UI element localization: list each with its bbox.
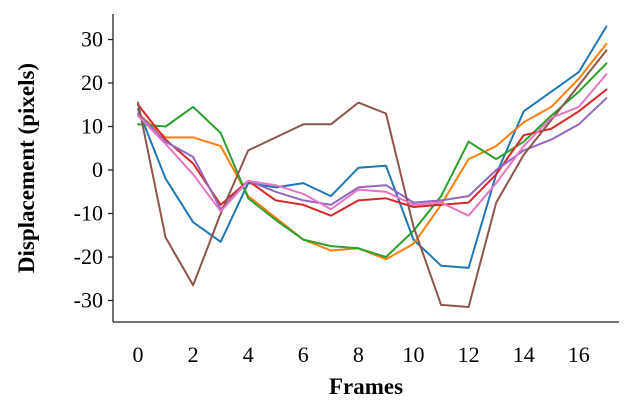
x-tick-label: 6 (298, 342, 309, 367)
x-axis-title: Frames (329, 374, 403, 399)
x-tick-label: 12 (458, 342, 480, 367)
y-tick-label: -30 (74, 288, 103, 313)
y-tick-label: 0 (92, 157, 103, 182)
y-tick-label: -20 (74, 244, 103, 269)
y-tick-label: -10 (74, 201, 103, 226)
series-line-6 (137, 49, 608, 308)
series-lines (137, 25, 608, 308)
x-tick-label: 2 (188, 342, 199, 367)
axes (112, 14, 619, 323)
x-tick-label: 16 (568, 342, 590, 367)
series-line-1 (137, 25, 608, 269)
series-line-2 (137, 42, 608, 261)
x-tick-label: 10 (403, 342, 425, 367)
series-line-7 (137, 73, 608, 217)
y-tick-label: 20 (81, 70, 103, 95)
x-tick-labels: 0 2 4 6 8 10 12 14 16 (133, 342, 590, 367)
y-axis-title: Displacement (pixels) (14, 63, 39, 273)
y-tick-labels: 30 20 10 0 -10 -20 -30 (74, 27, 113, 313)
x-tick-label: 8 (353, 342, 364, 367)
series-line-3 (137, 62, 608, 258)
x-tick-label: 4 (243, 342, 254, 367)
series-line-4 (137, 88, 608, 217)
y-tick-label: 30 (81, 27, 103, 52)
x-tick-label: 0 (133, 342, 144, 367)
y-tick-label: 10 (81, 114, 103, 139)
x-tick-label: 14 (513, 342, 535, 367)
